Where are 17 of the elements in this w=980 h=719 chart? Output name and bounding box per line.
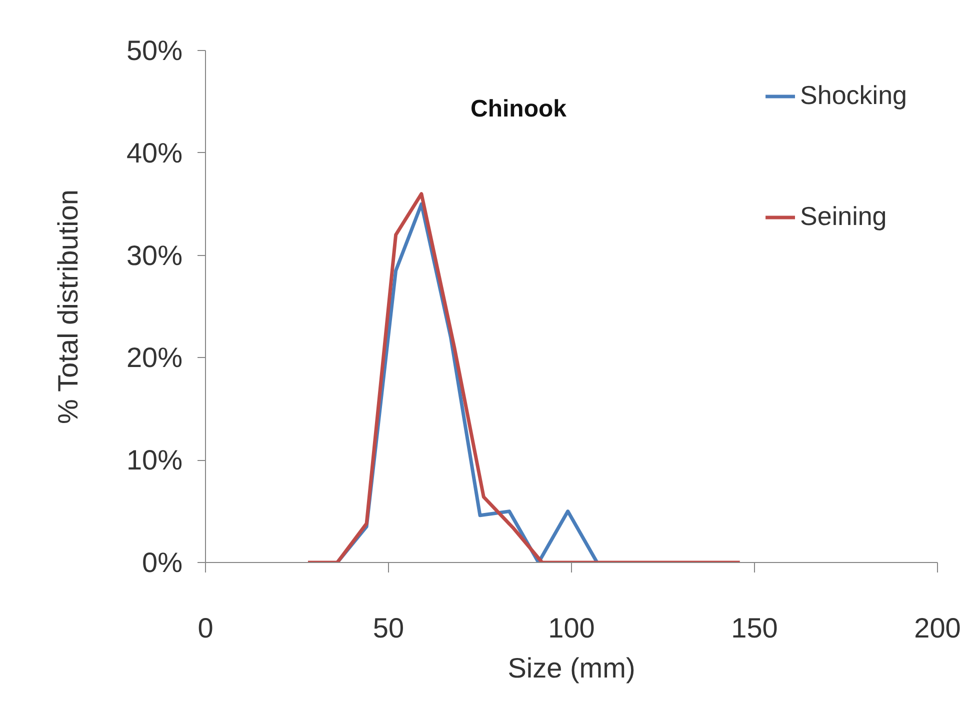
x-tick-label: 150 — [731, 612, 778, 644]
y-tick-label: 50% — [126, 35, 183, 66]
x-tick-label: 100 — [548, 612, 595, 644]
x-tick-label: 0 — [198, 612, 214, 644]
x-tick-label: 200 — [914, 612, 961, 644]
x-tick-label: 50 — [372, 612, 404, 644]
text: Chinook — [470, 96, 568, 122]
y-axis-title: % Total distribution — [52, 190, 84, 424]
line-series — [306, 192, 742, 562]
y-tick-label: 10% — [126, 444, 183, 476]
x-axis-title: Size (mm) — [508, 652, 636, 684]
legend-label: Seining — [800, 201, 887, 232]
legend-label: Shocking — [800, 80, 907, 111]
y-tick-label: 0% — [142, 547, 182, 578]
y-tick-label: 30% — [126, 240, 183, 271]
y-tick-label: 20% — [126, 342, 183, 374]
y-tick-label: 40% — [126, 137, 183, 168]
